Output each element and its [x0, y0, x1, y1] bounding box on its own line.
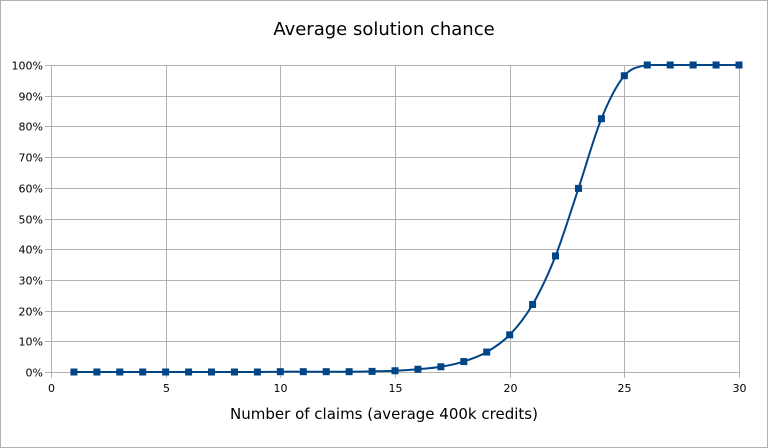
data-point [643, 61, 651, 69]
data-point [253, 368, 261, 376]
data-point [93, 368, 101, 376]
data-point [712, 61, 720, 69]
data-point [368, 367, 376, 375]
data-point [506, 331, 514, 339]
data-point [162, 368, 170, 376]
data-point [529, 300, 537, 308]
series-line [73, 63, 739, 373]
x-tick-label: 15 [389, 382, 403, 395]
data-point [414, 365, 422, 373]
data-point [345, 368, 353, 376]
data-point [391, 367, 399, 375]
data-point [574, 184, 582, 192]
data-point [552, 252, 560, 260]
x-tick-label: 30 [733, 382, 747, 395]
y-tick-label: 80% [19, 121, 43, 134]
x-tick-label: 0 [48, 382, 55, 395]
x-tick-label: 25 [618, 382, 632, 395]
chart-title: Average solution chance [273, 19, 495, 40]
data-point [483, 348, 491, 356]
data-point [597, 115, 605, 123]
data-point [230, 368, 238, 376]
data-point [185, 368, 193, 376]
y-tick-label: 50% [19, 214, 43, 227]
x-axis-label: Number of claims (average 400k credits) [230, 405, 538, 423]
y-tick-label: 40% [19, 244, 43, 257]
data-point [276, 368, 284, 376]
data-point [620, 72, 628, 80]
x-tick-label: 20 [504, 382, 518, 395]
y-tick-label: 10% [19, 336, 43, 349]
data-point [70, 368, 78, 376]
data-point [208, 368, 216, 376]
data-point [460, 358, 468, 366]
data-point [322, 368, 330, 376]
data-point [735, 61, 743, 69]
data-point [437, 363, 445, 371]
y-tick-label: 60% [19, 183, 43, 196]
data-point [139, 368, 147, 376]
data-point [689, 61, 697, 69]
y-tick-label: 90% [19, 91, 43, 104]
data-point [666, 61, 674, 69]
y-tick-label: 20% [19, 306, 43, 319]
x-tick-label: 5 [163, 382, 170, 395]
y-tick-label: 0% [26, 367, 43, 380]
data-point [116, 368, 124, 376]
y-tick-label: 30% [19, 275, 43, 288]
data-point [299, 368, 307, 376]
x-tick-label: 10 [274, 382, 288, 395]
y-tick-label: 100% [12, 60, 43, 73]
y-tick-label: 70% [19, 152, 43, 165]
